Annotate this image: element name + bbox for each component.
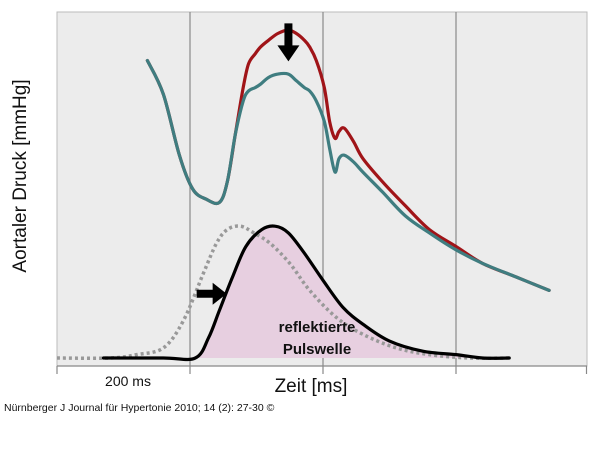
y-axis-label: Aortaler Druck [mmHg]: [10, 79, 31, 272]
series-line-3: [56, 224, 510, 361]
annotation-line-1: reflektierte: [279, 319, 356, 336]
series-fills: [103, 225, 510, 360]
down-arrow-icon: [277, 23, 300, 62]
right-arrow-icon: [196, 282, 227, 305]
reflected-wave-area: [103, 225, 510, 360]
x-axis-ticks: [56, 366, 588, 374]
series-lines: [56, 28, 551, 362]
x-axis-label: Zeit [ms]: [275, 376, 348, 397]
arrows: [196, 23, 300, 305]
citation: Nürnberger J Journal für Hypertonie 2010…: [4, 402, 275, 414]
series-line-4: [101, 224, 511, 362]
annotation-line-2: Pulswelle: [283, 341, 351, 358]
scale-label: 200 ms: [105, 373, 151, 389]
series-line-2: [145, 59, 551, 292]
